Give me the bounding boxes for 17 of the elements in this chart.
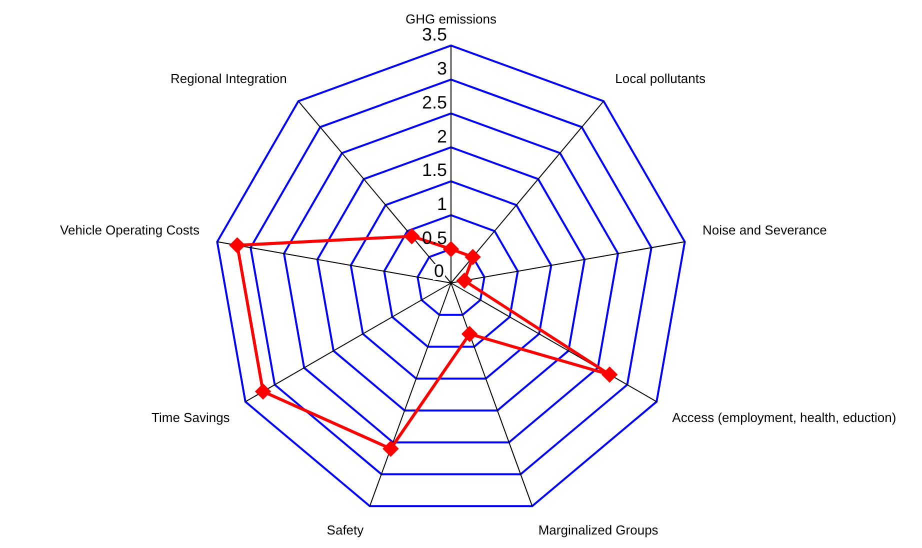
spoke-label: Vehicle Operating Costs bbox=[60, 222, 200, 238]
y-tick-label: 3.5 bbox=[422, 24, 447, 45]
spoke-label: Time Savings bbox=[152, 410, 230, 426]
spoke-label: Regional Integration bbox=[170, 71, 287, 86]
spoke-label: Local pollutants bbox=[615, 71, 706, 86]
spoke-label: Marginalized Groups bbox=[538, 522, 659, 538]
spoke-label: Access (employment, health, eduction) bbox=[672, 410, 896, 426]
y-tick-label: 1.5 bbox=[422, 160, 447, 180]
y-tick-label: 0.5 bbox=[422, 228, 447, 248]
y-tick-label: 2 bbox=[436, 126, 447, 146]
spoke-label: GHG emissions bbox=[405, 11, 498, 26]
y-tick-label: 1 bbox=[436, 194, 447, 214]
spoke-label: Noise and Severance bbox=[702, 222, 827, 238]
y-tick-label: 3 bbox=[436, 58, 447, 78]
y-tick-label: 2.5 bbox=[422, 92, 447, 112]
spoke-label: Safety bbox=[326, 522, 364, 538]
y-tick-label: 0 bbox=[434, 260, 444, 281]
